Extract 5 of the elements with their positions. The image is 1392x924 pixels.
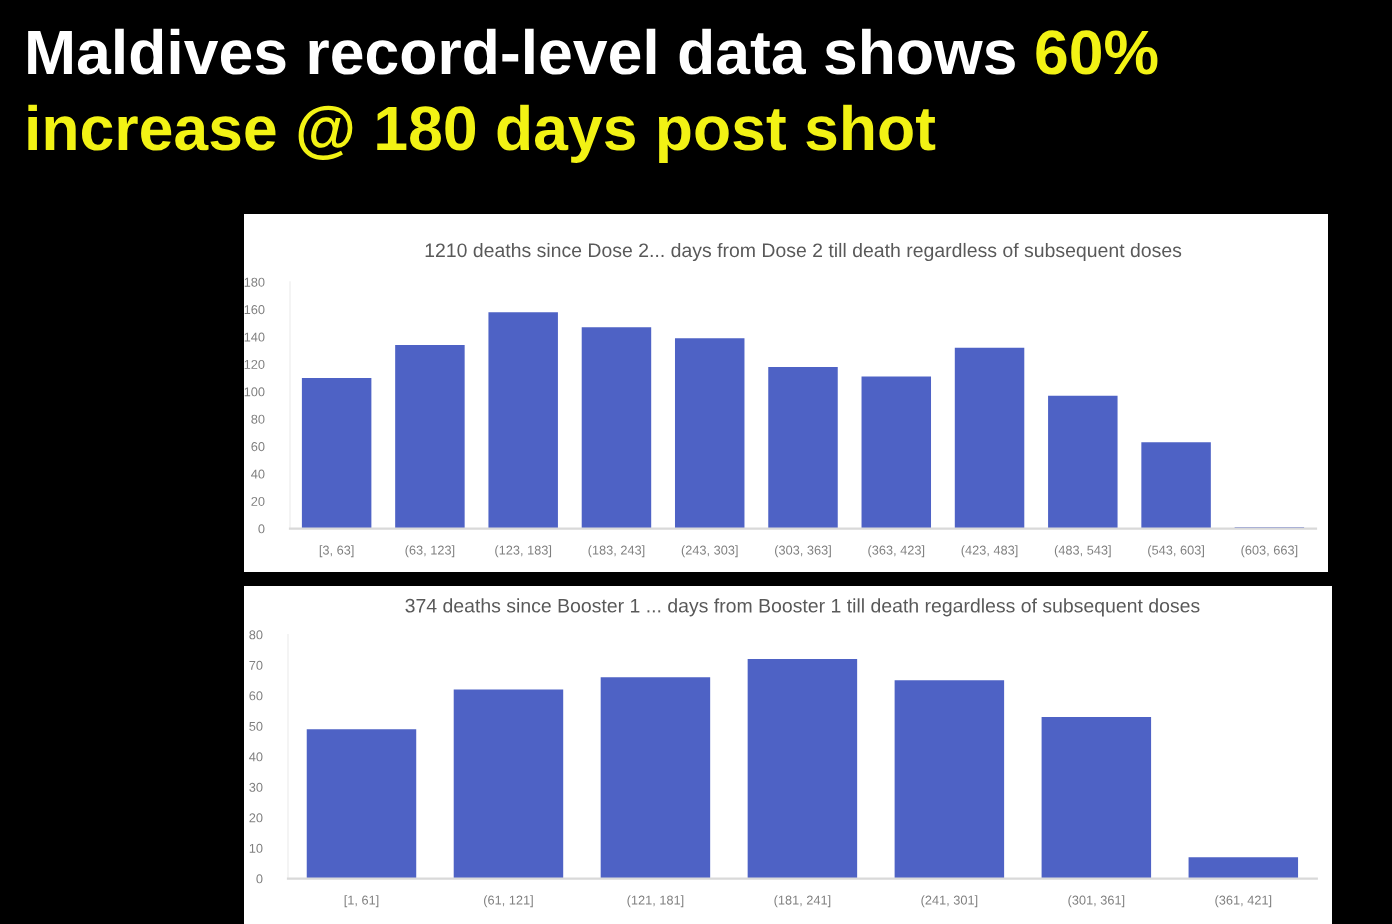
- chart-title: 1210 deaths since Dose 2... days from Dose 2 till death regardless of subsequent doses: [425, 242, 1182, 262]
- text: increase @ 180 days post shot: [28, 104, 936, 163]
- text: Maldives record-level data shows: [28, 28, 1015, 75]
- chart-title: 374 deaths since Booster 1 ... days from Booster 1 till death regardless of subsequent doses: [405, 598, 1200, 617]
- text: 60%: [1036, 30, 1158, 75]
